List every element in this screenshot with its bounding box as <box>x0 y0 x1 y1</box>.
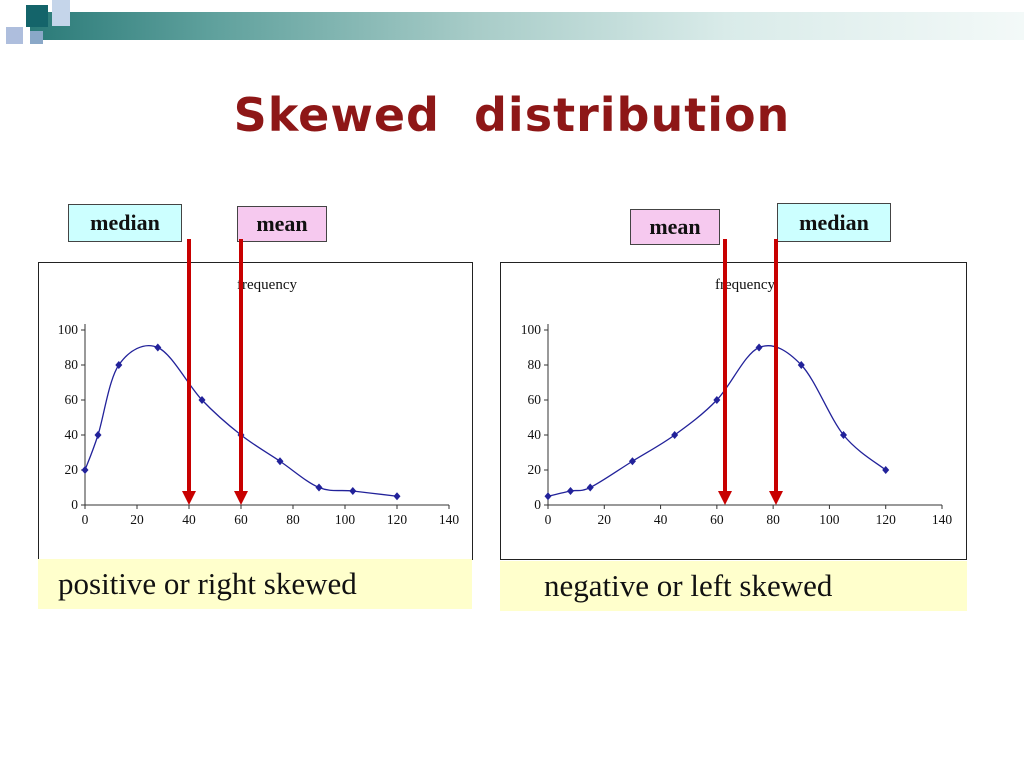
svg-text:80: 80 <box>528 357 542 372</box>
arrow-shaft <box>187 239 191 491</box>
svg-text:100: 100 <box>335 512 356 527</box>
svg-text:frequency: frequency <box>715 277 775 293</box>
svg-text:140: 140 <box>439 512 460 527</box>
mean-arrow <box>234 239 248 505</box>
slide-title: Skewed distribution <box>233 88 791 142</box>
decorative-band <box>30 12 1024 40</box>
svg-text:0: 0 <box>82 512 89 527</box>
decorative-square-medium <box>30 31 43 44</box>
arrow-shaft <box>723 239 728 491</box>
svg-text:120: 120 <box>387 512 408 527</box>
svg-text:40: 40 <box>528 427 542 442</box>
svg-text:80: 80 <box>286 512 300 527</box>
svg-text:20: 20 <box>65 462 79 477</box>
svg-text:20: 20 <box>130 512 144 527</box>
svg-text:20: 20 <box>598 512 612 527</box>
median-arrow <box>182 239 196 505</box>
mean-arrow <box>718 239 733 505</box>
svg-text:100: 100 <box>819 512 840 527</box>
median-arrow <box>768 239 783 505</box>
decorative-square-pale <box>52 0 70 26</box>
positive-skew-chart: frequency 0 20 40 60 80 100 0 20 40 60 80 100 120 140 <box>38 262 473 560</box>
svg-text:40: 40 <box>654 512 668 527</box>
arrow-head-icon <box>234 491 248 505</box>
arrow-head-icon <box>768 491 783 505</box>
svg-text:60: 60 <box>710 512 724 527</box>
median-label: median <box>68 204 182 242</box>
median-label: median <box>777 203 891 242</box>
decorative-square-light <box>6 27 23 44</box>
svg-text:100: 100 <box>58 322 79 337</box>
svg-text:80: 80 <box>766 512 780 527</box>
svg-text:0: 0 <box>534 497 541 512</box>
svg-text:0: 0 <box>545 512 552 527</box>
mean-label: mean <box>630 209 720 245</box>
negative-skew-plot: frequency 0 20 40 60 80 100 0 20 40 60 80 100 120 140 <box>521 277 953 527</box>
svg-text:40: 40 <box>65 427 79 442</box>
svg-text:20: 20 <box>528 462 542 477</box>
arrow-shaft <box>239 239 243 491</box>
svg-text:60: 60 <box>65 392 79 407</box>
mean-label: mean <box>237 206 327 242</box>
svg-text:60: 60 <box>234 512 248 527</box>
positive-skew-plot: frequency 0 20 40 60 80 100 0 20 40 60 80 100 120 140 <box>58 277 460 527</box>
svg-text:60: 60 <box>528 392 542 407</box>
decorative-square-dark <box>26 5 48 27</box>
arrow-shaft <box>773 239 778 491</box>
svg-text:frequency: frequency <box>237 277 297 293</box>
caption-negative-skew: negative or left skewed <box>500 561 967 611</box>
arrow-head-icon <box>182 491 196 505</box>
arrow-head-icon <box>718 491 733 505</box>
caption-positive-skew: positive or right skewed <box>38 559 472 609</box>
svg-text:40: 40 <box>182 512 196 527</box>
svg-text:100: 100 <box>521 322 542 337</box>
negative-skew-chart: frequency 0 20 40 60 80 100 0 20 40 60 80 100 120 140 <box>500 262 967 560</box>
svg-text:0: 0 <box>71 497 78 512</box>
svg-text:80: 80 <box>65 357 79 372</box>
svg-text:120: 120 <box>876 512 897 527</box>
svg-text:140: 140 <box>932 512 953 527</box>
